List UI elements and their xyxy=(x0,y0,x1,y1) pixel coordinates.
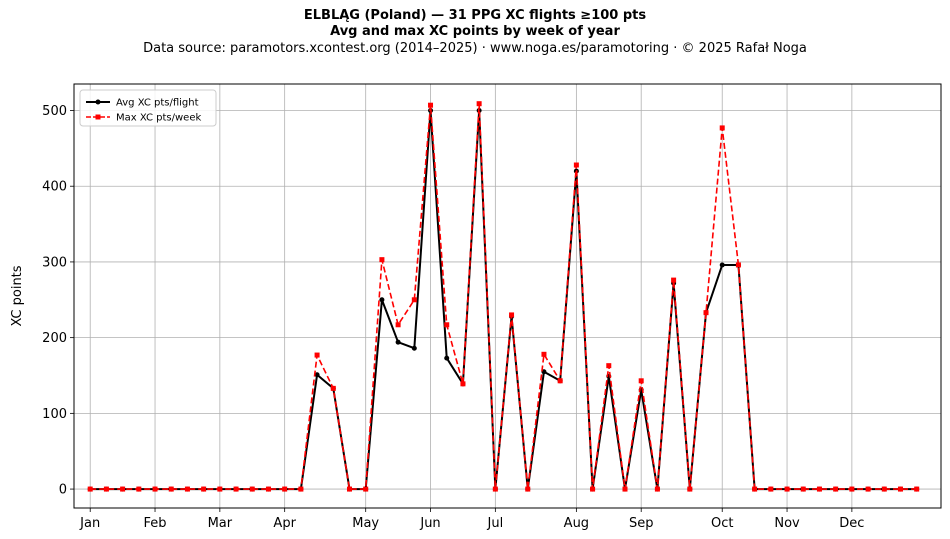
data-point xyxy=(849,486,855,492)
data-point xyxy=(622,486,628,492)
data-point xyxy=(87,486,93,492)
y-tick-label: 300 xyxy=(42,255,67,270)
data-point xyxy=(768,486,774,492)
data-point xyxy=(103,486,109,492)
data-point xyxy=(590,486,596,492)
data-point xyxy=(476,101,482,107)
data-point xyxy=(282,486,288,492)
x-tick-label: Jul xyxy=(487,516,504,531)
y-tick-label: 100 xyxy=(42,407,67,422)
series-max xyxy=(87,101,920,492)
data-point xyxy=(784,486,790,492)
data-point xyxy=(687,486,693,492)
x-tick-label: Jan xyxy=(79,516,100,531)
data-point xyxy=(865,486,871,492)
legend-marker xyxy=(95,114,101,120)
data-point xyxy=(492,486,498,492)
x-tick-label: Aug xyxy=(564,516,589,531)
legend-label: Avg XC pts/flight xyxy=(116,98,199,109)
data-point xyxy=(719,125,725,131)
data-point xyxy=(411,297,417,303)
data-point xyxy=(168,486,174,492)
data-point xyxy=(363,486,369,492)
data-point xyxy=(638,378,644,384)
data-point xyxy=(120,486,126,492)
y-tick-label: 500 xyxy=(42,104,67,119)
data-point xyxy=(395,339,401,345)
y-axis-label: XC points xyxy=(10,265,25,326)
data-point xyxy=(606,363,612,369)
data-point xyxy=(573,162,579,168)
x-tick-label: Nov xyxy=(774,516,800,531)
data-point xyxy=(654,486,660,492)
data-point xyxy=(395,322,401,328)
data-point xyxy=(671,277,677,283)
data-point xyxy=(444,355,450,361)
data-point xyxy=(330,385,336,391)
data-point xyxy=(411,345,417,351)
series-layer xyxy=(87,101,920,492)
data-point xyxy=(217,486,223,492)
x-tick-label: Jun xyxy=(419,516,440,531)
chart-subtitle: Avg and max XC points by week of year xyxy=(330,24,620,39)
data-source-line: Data source: paramotors.xcontest.org (20… xyxy=(143,41,807,56)
legend-box xyxy=(79,89,217,127)
series-avg xyxy=(87,108,920,492)
data-point xyxy=(379,297,385,303)
x-tick-label: Sep xyxy=(629,516,654,531)
data-point xyxy=(314,372,320,378)
data-point xyxy=(525,486,531,492)
data-point xyxy=(719,262,725,268)
data-point xyxy=(735,262,741,268)
series-line xyxy=(90,109,917,491)
data-point xyxy=(557,378,563,384)
data-point xyxy=(914,486,920,492)
y-axis-ticks: 0 100 200 300 400 500 xyxy=(42,104,74,498)
data-point xyxy=(298,486,304,492)
data-point xyxy=(703,310,709,316)
legend: Avg XC pts/flight Max XC pts/week xyxy=(79,89,217,127)
chart-titles: ELBLĄG (Poland) — 31 PPG XC flights ≥100… xyxy=(0,8,950,57)
data-point xyxy=(752,486,758,492)
x-tick-label: Dec xyxy=(839,516,864,531)
data-point xyxy=(265,486,271,492)
grid-lines xyxy=(74,84,941,508)
data-point xyxy=(897,486,903,492)
data-point xyxy=(249,486,255,492)
y-tick-label: 0 xyxy=(59,483,67,498)
data-point xyxy=(800,486,806,492)
data-point xyxy=(816,486,822,492)
data-point xyxy=(379,257,385,263)
data-point xyxy=(833,486,839,492)
plot-frame xyxy=(73,83,942,509)
data-point xyxy=(136,486,142,492)
x-tick-label: Oct xyxy=(711,516,733,531)
data-point xyxy=(314,352,320,358)
data-point xyxy=(541,351,547,357)
x-axis-ticks: Jan Feb Mar Apr May Jun Jul Aug Sep Oct Nov Dec xyxy=(79,508,864,531)
legend-label: Max XC pts/week xyxy=(116,113,201,124)
data-point xyxy=(233,486,239,492)
y-tick-label: 400 xyxy=(42,180,67,195)
data-point xyxy=(428,102,434,108)
data-point xyxy=(152,486,158,492)
data-point xyxy=(460,381,466,387)
data-point xyxy=(201,486,207,492)
data-point xyxy=(444,322,450,328)
data-point xyxy=(881,486,887,492)
series-line xyxy=(90,102,917,490)
x-tick-label: Mar xyxy=(208,516,233,531)
data-point xyxy=(509,312,515,318)
x-tick-label: Apr xyxy=(273,516,296,531)
data-point xyxy=(184,486,190,492)
chart-title: ELBLĄG (Poland) — 31 PPG XC flights ≥100… xyxy=(303,8,647,23)
data-point xyxy=(346,486,352,492)
legend-marker xyxy=(95,99,101,105)
x-tick-label: May xyxy=(352,516,379,531)
x-tick-label: Feb xyxy=(144,516,167,531)
y-tick-label: 200 xyxy=(42,331,67,346)
